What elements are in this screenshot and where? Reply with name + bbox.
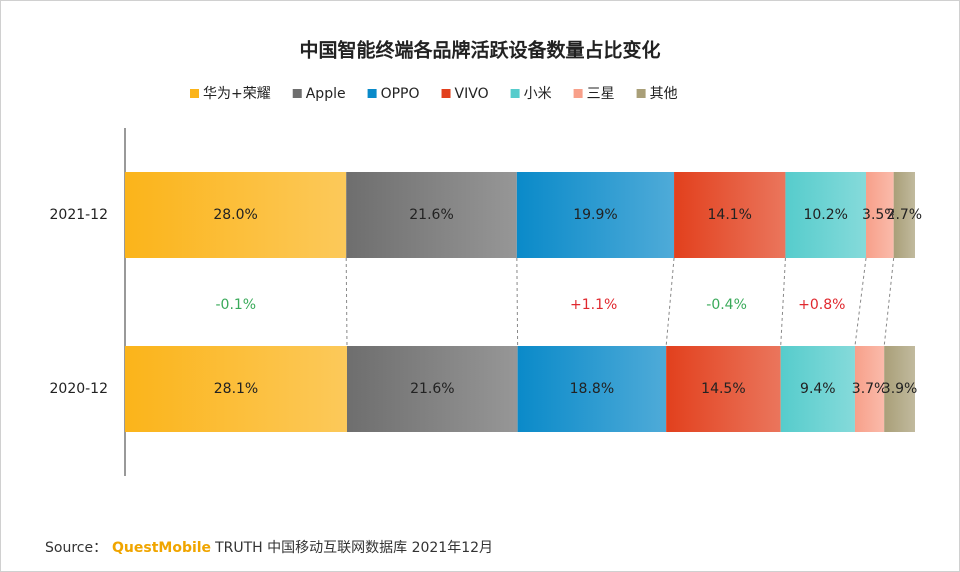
legend-swatch [636, 89, 646, 98]
legend-swatch [292, 89, 302, 98]
value-label: 28.1% [214, 381, 258, 397]
value-label: 3.5% [862, 207, 898, 223]
y-tick-label: 2021-12 [50, 207, 109, 223]
connector [516, 257, 519, 347]
bar-segment [666, 346, 781, 432]
value-label: 2.7% [887, 207, 923, 223]
connector [345, 257, 348, 347]
connector [780, 257, 786, 347]
value-label: 14.1% [708, 207, 752, 223]
bar-segment [125, 346, 347, 432]
legend-swatch [190, 89, 199, 98]
value-label: 18.8% [570, 381, 614, 397]
legend-label: VIVO [455, 86, 489, 102]
bar-segment [780, 346, 855, 432]
bar-segment [884, 346, 915, 432]
connector [883, 257, 895, 347]
value-label: 28.0% [213, 207, 257, 223]
value-label: 3.7% [852, 381, 888, 397]
legend-swatch [573, 89, 583, 98]
source-prefix: Source： [45, 540, 107, 556]
bar-segment [893, 172, 915, 258]
connector [854, 257, 867, 347]
value-label: 21.6% [409, 207, 453, 223]
bar-segment [346, 172, 517, 258]
legend-label: 小米 [524, 86, 552, 102]
legend-label: Apple [306, 86, 346, 102]
source-text: TRUTH 中国移动互联网数据库 2021年12月 [214, 540, 493, 556]
bar-segment [125, 172, 347, 258]
bar-segment [785, 172, 867, 258]
connector [665, 257, 675, 347]
source-brand: QuestMobile [112, 540, 211, 556]
chart-title: 中国智能终端各品牌活跃设备数量占比变化 [299, 39, 660, 62]
value-label: 3.9% [882, 381, 918, 397]
legend-label: 三星 [587, 86, 615, 102]
y-tick-label: 2020-12 [50, 381, 109, 397]
bar-segment [346, 346, 518, 432]
value-label: 21.6% [410, 381, 454, 397]
value-label: 19.9% [573, 207, 617, 223]
bar-segment [517, 346, 667, 432]
value-label: 9.4% [800, 381, 836, 397]
legend-swatch [510, 89, 520, 98]
bar-segment [674, 172, 786, 258]
bar-segment [854, 346, 885, 432]
change-label: +0.8% [798, 297, 845, 313]
value-label: 14.5% [701, 381, 745, 397]
change-label: -0.4% [706, 297, 747, 313]
change-label: +1.1% [570, 297, 617, 313]
legend-swatch [441, 89, 451, 98]
change-label: -0.1% [215, 297, 256, 313]
value-label: 10.2% [803, 207, 847, 223]
legend-swatch [367, 89, 377, 98]
legend-label: 华为+荣耀 [203, 86, 271, 102]
legend-label: 其他 [650, 86, 678, 102]
legend-label: OPPO [381, 86, 420, 102]
bar-segment [866, 172, 894, 258]
bar-segment [516, 172, 675, 258]
